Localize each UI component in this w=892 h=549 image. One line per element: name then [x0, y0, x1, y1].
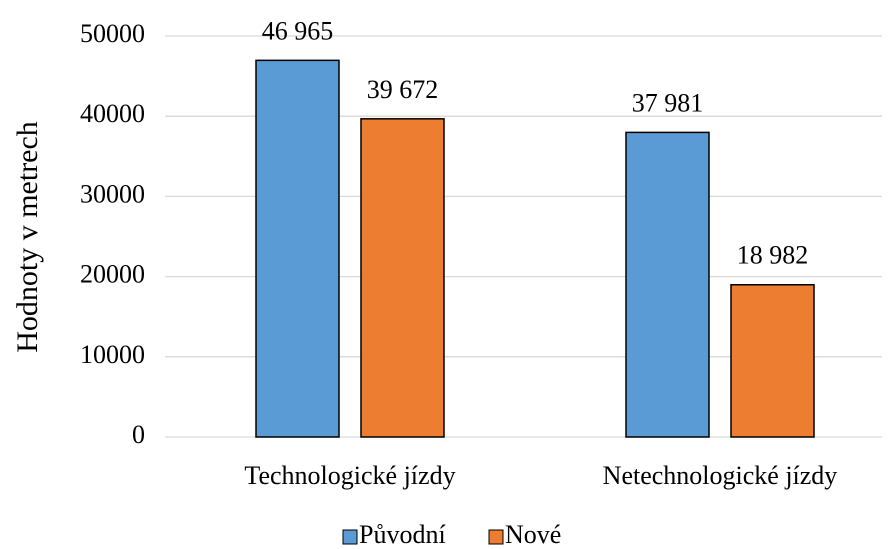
legend-swatch	[488, 529, 504, 545]
value-label: 39 672	[367, 75, 439, 104]
bar	[360, 118, 445, 438]
y-tick-label: 30000	[80, 179, 145, 208]
legend-label: Nové	[505, 520, 561, 549]
x-tick-label: Netechnologické jízdy	[603, 461, 838, 490]
y-tick-label: 40000	[80, 99, 145, 128]
bar	[255, 59, 340, 438]
value-label: 18 982	[737, 241, 809, 270]
legend-label: Původní	[359, 520, 446, 549]
y-tick-label: 0	[132, 420, 145, 449]
bar	[730, 284, 815, 438]
y-tick-label: 10000	[80, 340, 145, 369]
x-tick-label: Technologické jízdy	[244, 461, 455, 490]
value-label: 37 981	[632, 88, 704, 117]
bar	[625, 131, 710, 438]
legend-swatch	[342, 529, 358, 545]
y-tick-label: 20000	[80, 260, 145, 289]
value-label: 46 965	[262, 16, 334, 45]
y-tick-label: 50000	[80, 19, 145, 48]
y-axis-label: Hodnoty v metrech	[11, 121, 44, 353]
